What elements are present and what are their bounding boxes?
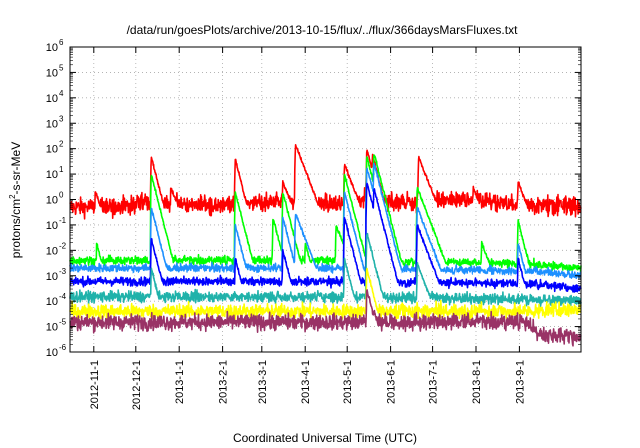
series-line-1: [69, 154, 582, 273]
y-tick-label: 10: [46, 347, 58, 359]
x-tick-label: 2013-8-1: [471, 360, 483, 404]
y-tick-label: 10: [46, 144, 58, 156]
y-tick-exponent: -4: [59, 292, 67, 301]
x-tick-label: 2013-3-1: [257, 360, 269, 404]
y-tick-exponent: -5: [59, 318, 67, 327]
y-tick-exponent: -1: [59, 216, 67, 225]
y-tick-label: 10: [46, 118, 58, 130]
y-tick-exponent: -6: [59, 343, 67, 352]
y-axis-label-prefix: protons/cm: [9, 199, 23, 258]
series-line-4: [69, 182, 582, 293]
x-tick-label: 2013-7-1: [428, 360, 440, 404]
y-tick-label: 10: [46, 67, 58, 79]
y-axis: 10 -610 -510 -410 -310 -210 -110 010 110 210 310 41…: [46, 38, 581, 359]
x-axis-label: Coordinated Universal Time (UTC): [233, 431, 417, 445]
x-axis: 2012-11-1 2012-12-1 2013-1-1 2013-2-1 2013-3…: [89, 47, 526, 410]
series-line-0: [69, 144, 582, 220]
y-tick-label: 10: [46, 271, 58, 283]
y-tick-label: 10: [46, 93, 58, 105]
x-tick-label: 2013-2-1: [218, 360, 230, 404]
x-tick-label: 2013-6-1: [386, 360, 398, 404]
x-tick-label: 2013-9-1: [514, 360, 526, 404]
y-axis-label: protons/cm2-s-sr-MeV: [8, 142, 23, 258]
x-tick-label: 2012-12-1: [131, 360, 143, 410]
y-tick-exponent: 0: [59, 191, 64, 200]
y-tick-label: 10: [46, 245, 58, 257]
chart-title: /data/run/goesPlots/archive/2013-10-15/f…: [127, 23, 519, 37]
y-tick-exponent: 6: [59, 38, 64, 47]
series-group: [69, 144, 582, 347]
x-tick-label: 2013-5-1: [342, 360, 354, 404]
y-tick-exponent: 3: [59, 114, 64, 123]
y-tick-label: 10: [46, 296, 58, 308]
y-tick-exponent: 2: [59, 140, 64, 149]
x-tick-label: 2013-1-1: [174, 360, 186, 404]
y-axis-label-superscript: 2: [8, 194, 17, 199]
y-tick-label: 10: [46, 42, 58, 54]
y-tick-exponent: 1: [59, 165, 64, 174]
y-tick-exponent: -3: [59, 267, 67, 276]
y-tick-exponent: -2: [59, 241, 67, 250]
y-tick-exponent: 5: [59, 63, 64, 72]
series-line-2: [69, 162, 582, 282]
series-line-7: [69, 289, 582, 347]
x-tick-label: 2013-4-1: [300, 360, 312, 404]
x-tick-label: 2012-11-1: [89, 360, 101, 409]
y-tick-exponent: 4: [59, 89, 64, 98]
series-line-3: [69, 200, 582, 285]
y-tick-label: 10: [46, 322, 58, 334]
y-axis-label-suffix: -s-sr-MeV: [9, 142, 23, 195]
y-tick-label: 10: [46, 220, 58, 232]
y-tick-label: 10: [46, 195, 58, 207]
series-line-5: [69, 232, 582, 308]
y-tick-label: 10: [46, 169, 58, 181]
